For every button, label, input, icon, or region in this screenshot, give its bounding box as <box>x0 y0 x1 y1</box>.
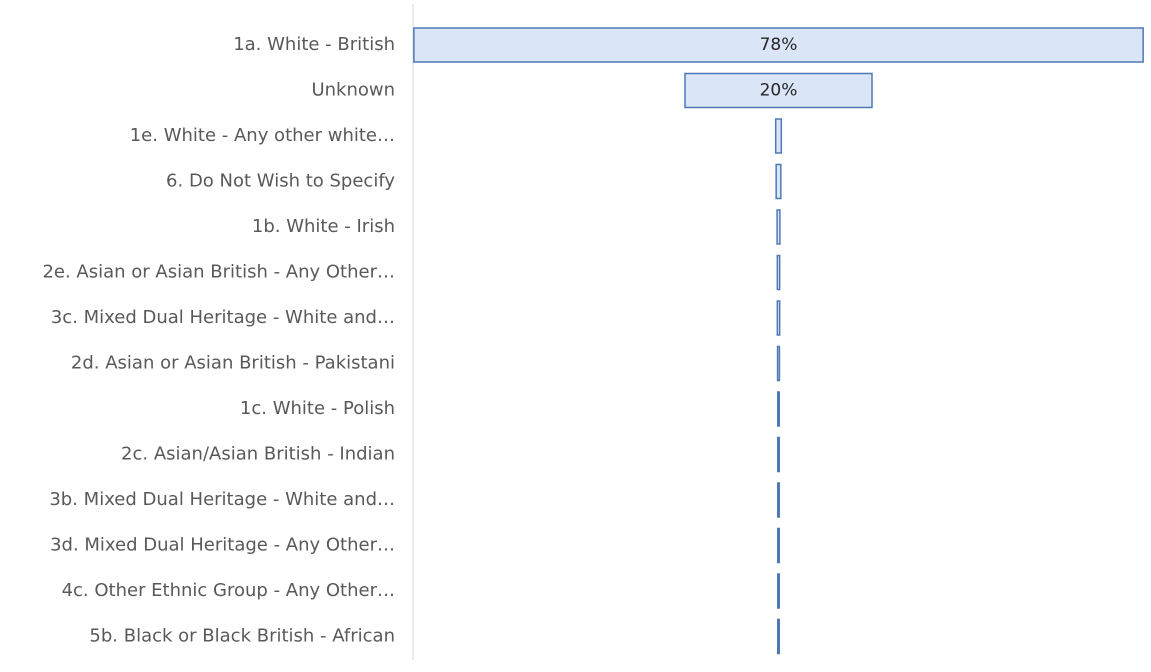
category-label: 1c. White - Polish <box>240 398 395 419</box>
bar <box>777 527 780 564</box>
bar <box>776 345 781 382</box>
bar <box>776 254 781 291</box>
bar <box>684 72 873 109</box>
category-label: 2c. Asian/Asian British - Indian <box>121 444 395 465</box>
category-label: 2d. Asian or Asian British - Pakistani <box>71 353 395 374</box>
bar <box>776 300 781 336</box>
bar <box>774 118 783 154</box>
bar <box>775 163 782 200</box>
bar <box>777 436 780 473</box>
category-label: 4c. Other Ethnic Group - Any Other… <box>62 580 395 601</box>
category-label: 1e. White - Any other white… <box>130 125 395 146</box>
value-label: 78% <box>760 35 798 55</box>
bar <box>777 573 780 609</box>
category-label: Unknown <box>311 80 395 101</box>
bar <box>777 482 780 518</box>
category-label: 3b. Mixed Dual Heritage - White and… <box>49 489 395 510</box>
category-label: 1a. White - British <box>233 34 395 55</box>
category-label: 1b. White - Irish <box>252 216 395 237</box>
bar <box>777 618 780 655</box>
category-label: 6. Do Not Wish to Specify <box>166 171 395 192</box>
category-label: 3c. Mixed Dual Heritage - White and… <box>51 307 395 328</box>
bar <box>413 27 1144 63</box>
bar <box>777 391 780 427</box>
value-label: 20% <box>760 81 798 101</box>
category-label: 5b. Black or Black British - African <box>89 626 395 647</box>
category-label: 2e. Asian or Asian British - Any Other… <box>42 262 395 283</box>
bar <box>776 209 781 245</box>
category-label: 3d. Mixed Dual Heritage - Any Other… <box>50 535 395 556</box>
